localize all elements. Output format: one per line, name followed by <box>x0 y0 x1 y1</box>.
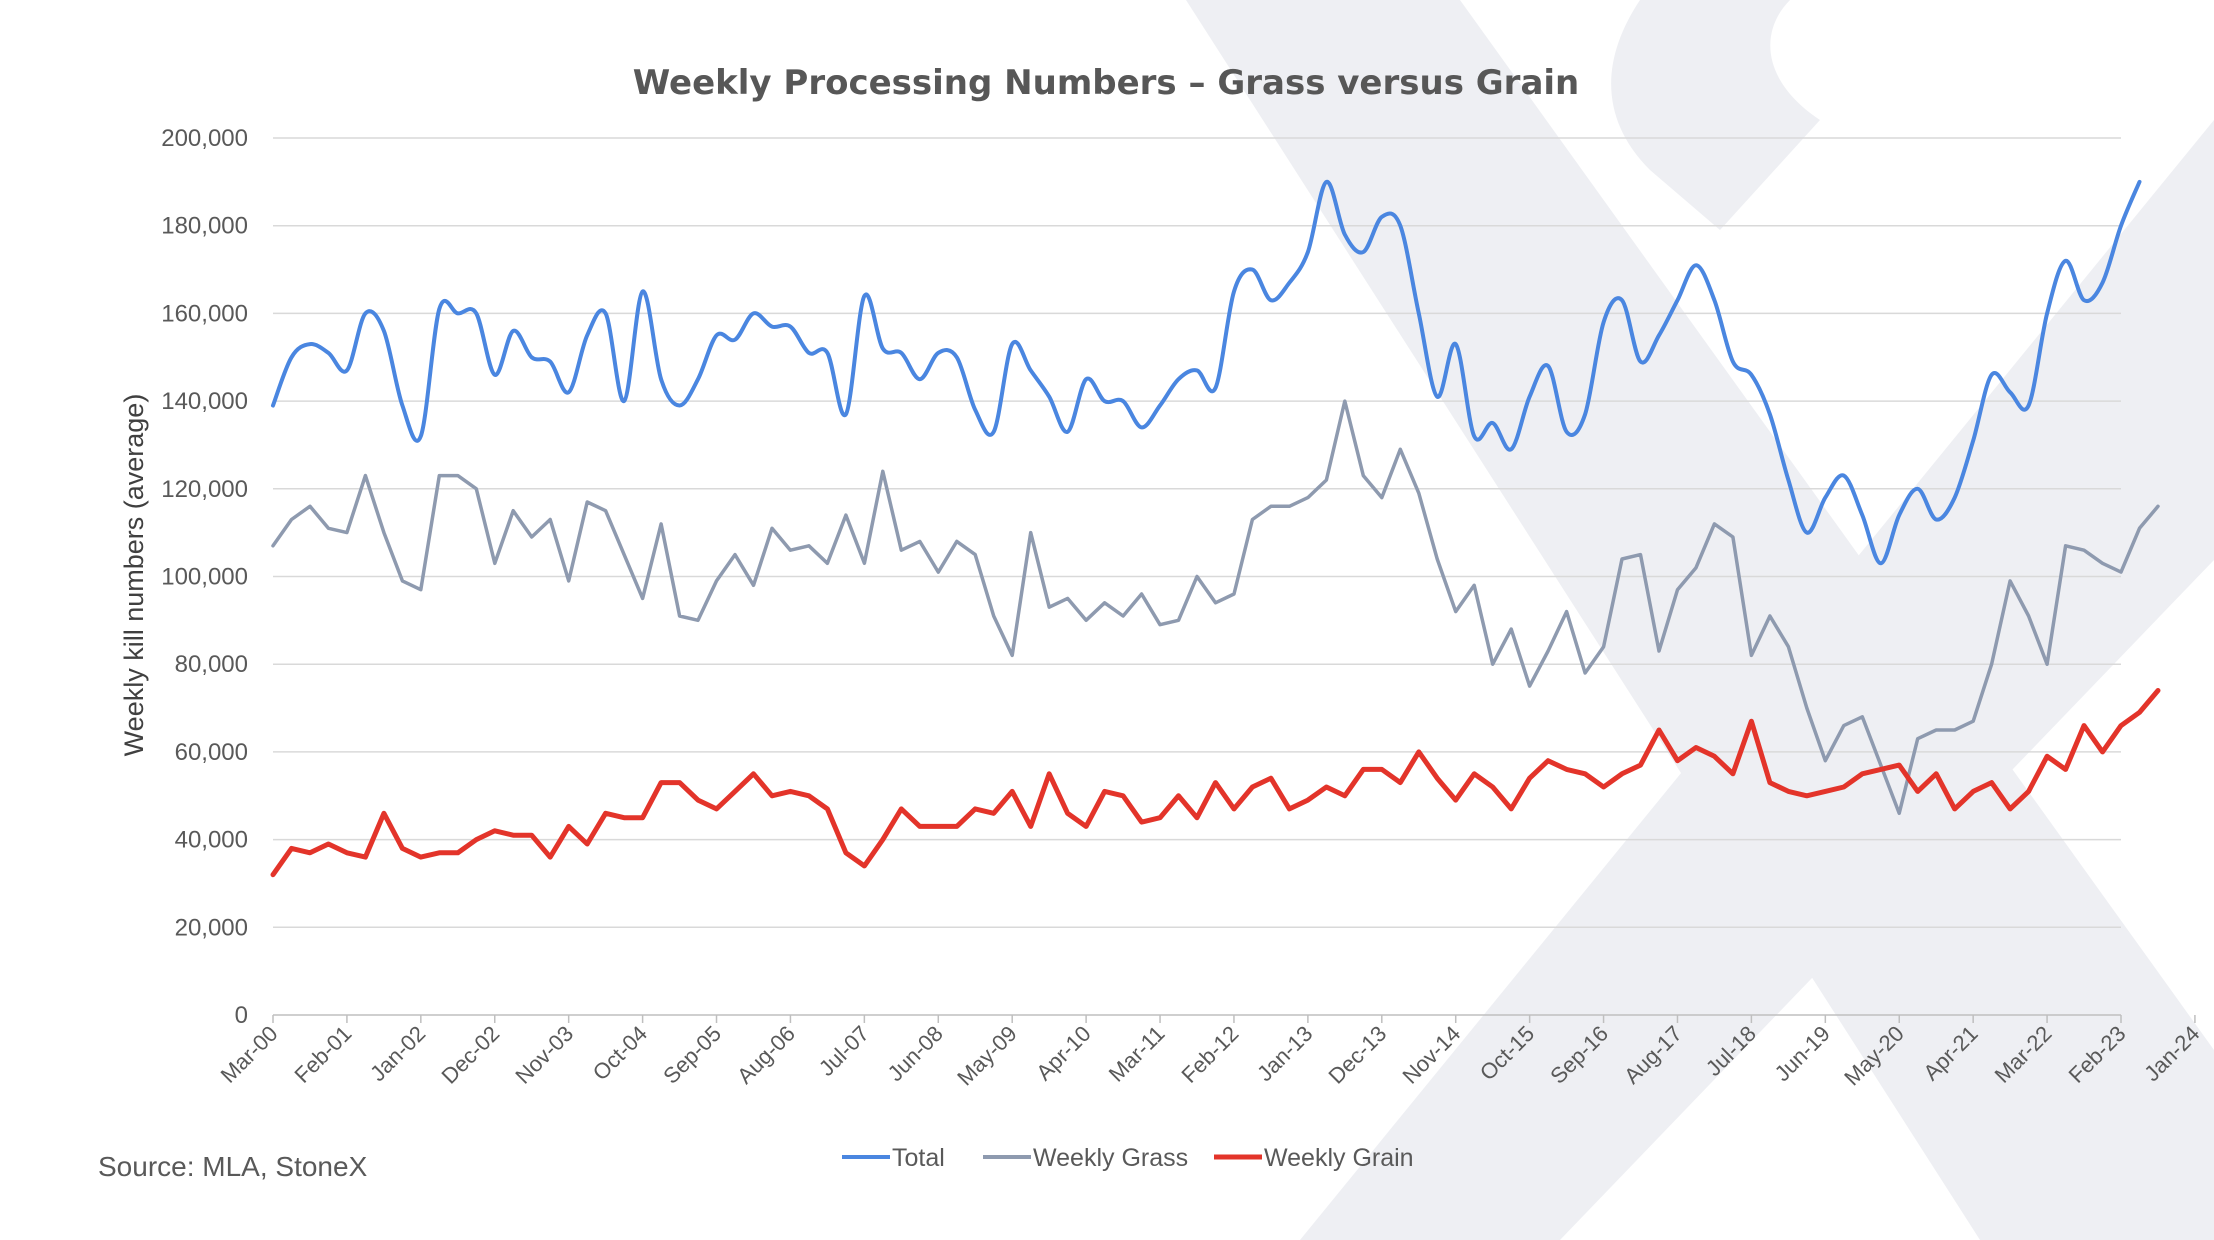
source-note: Source: MLA, StoneX <box>98 1151 368 1182</box>
series-line-weekly-grain <box>270 688 2161 878</box>
legend-item-weekly-grain[interactable]: Weekly Grain <box>1214 1144 1414 1172</box>
x-tick-label: Jun-08 <box>883 1021 948 1086</box>
series-line-weekly-grass <box>271 399 2160 816</box>
y-axis-label: Weekly kill numbers (average) <box>119 394 149 757</box>
x-tick-label: Aug-06 <box>732 1021 800 1089</box>
y-tick-label: 100,000 <box>161 564 248 591</box>
legend-label-weekly-grain: Weekly Grain <box>1264 1144 1414 1172</box>
x-tick-label: Jul-07 <box>814 1021 874 1081</box>
legend-item-weekly-grass[interactable]: Weekly Grass <box>983 1144 1188 1172</box>
x-tick-label: Apr-10 <box>1031 1021 1095 1085</box>
y-tick-label: 40,000 <box>175 827 248 854</box>
x-tick-label: May-09 <box>952 1021 1022 1091</box>
x-tick-label: Feb-01 <box>289 1021 356 1088</box>
y-tick-label: 80,000 <box>175 651 248 678</box>
y-tick-label: 60,000 <box>175 739 248 766</box>
x-tick-label: Dec-02 <box>436 1021 504 1089</box>
x-tick-label: Sep-05 <box>658 1021 726 1089</box>
x-tick-label: Jan-13 <box>1252 1021 1317 1086</box>
x-tick-label: Mar-00 <box>216 1021 283 1088</box>
y-tick-label: 120,000 <box>161 476 248 503</box>
y-tick-label: 20,000 <box>175 914 248 941</box>
legend-label-total: Total <box>892 1144 945 1172</box>
y-tick-label: 140,000 <box>161 388 248 415</box>
x-tick-label: Dec-13 <box>1324 1021 1392 1089</box>
series-line-total <box>271 179 2142 566</box>
chart-title: Weekly Processing Numbers – Grass versus… <box>633 63 1580 103</box>
x-tick-label: Oct-04 <box>588 1021 652 1085</box>
x-tick-label: Jun-19 <box>1770 1021 1835 1086</box>
y-tick-label: 200,000 <box>161 125 248 152</box>
y-tick-label: 180,000 <box>161 213 248 240</box>
legend-item-total[interactable]: Total <box>842 1144 945 1172</box>
stonex-x-watermark-icon <box>1186 0 2214 1240</box>
y-tick-label: 0 <box>235 1002 248 1029</box>
series-lines <box>270 179 2161 878</box>
x-tick-label: Nov-03 <box>510 1021 578 1089</box>
x-tick-label: Mar-11 <box>1104 1021 1170 1087</box>
legend: Total Weekly Grass Weekly Grain <box>842 1144 1414 1172</box>
y-axis-ticks: 0 20,000 40,000 60,000 80,000 100,000 120,000 1… <box>161 125 248 1029</box>
x-tick-label: Feb-12 <box>1177 1021 1244 1088</box>
x-tick-label: Jan-02 <box>365 1021 430 1086</box>
legend-label-weekly-grass: Weekly Grass <box>1033 1144 1188 1172</box>
y-tick-label: 160,000 <box>161 300 248 327</box>
grid-lines <box>273 137 2121 1016</box>
